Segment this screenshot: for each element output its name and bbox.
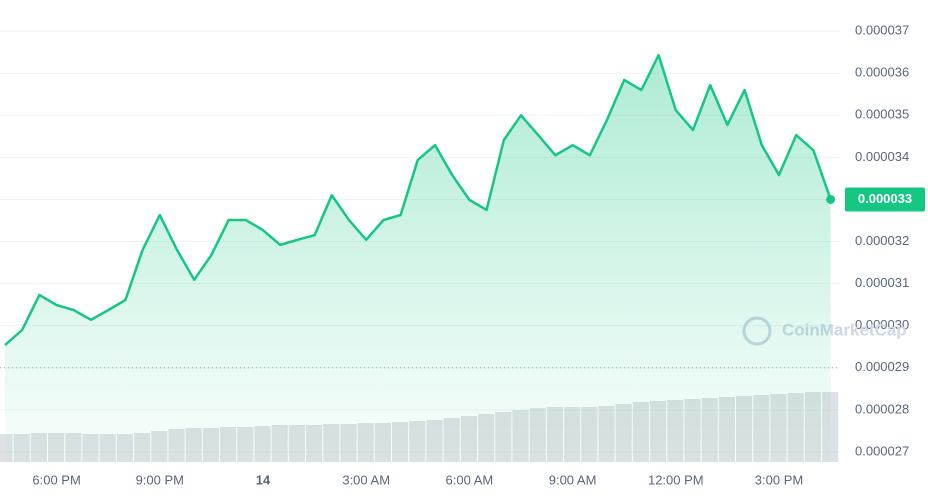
x-tick-label: 3:00 PM [755,472,803,487]
y-tick-label: 0.000028 [855,401,909,416]
last-point [826,194,836,204]
y-tick-label: 0.000037 [855,23,909,38]
x-tick-label: 14 [256,472,271,487]
y-tick-label: 0.000027 [855,443,909,458]
current-price-label: 0.000033 [858,191,912,206]
price-line [4,53,832,346]
y-tick-label: 0.000029 [855,359,909,374]
x-tick-label: 6:00 PM [32,472,80,487]
current-price-badge [845,187,925,212]
y-tick-label: 0.000031 [855,275,909,290]
x-tick-label: 9:00 AM [549,472,597,487]
y-tick-label: 0.000034 [855,149,909,164]
y-tick-label: 0.000032 [855,233,909,248]
x-tick-label: 3:00 AM [342,472,390,487]
y-tick-label: 0.000036 [855,65,909,80]
y-tick-label: 0.000035 [855,107,909,122]
x-tick-label: 6:00 AM [446,472,494,487]
x-tick-label: 9:00 PM [136,472,184,487]
y-tick-label: 0.000030 [855,317,909,332]
price-area [5,55,831,463]
x-tick-label: 12:00 PM [648,472,704,487]
